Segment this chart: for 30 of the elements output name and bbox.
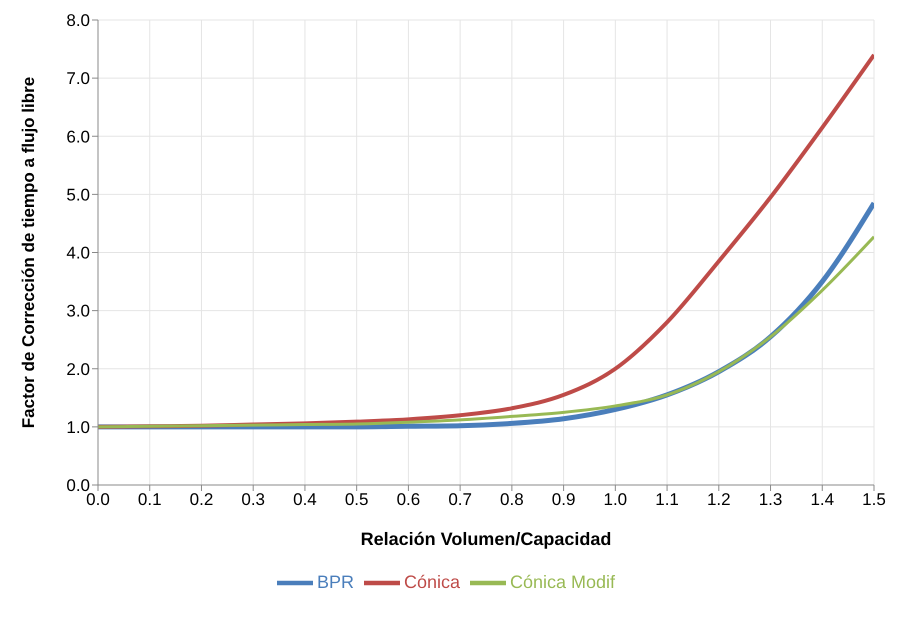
line-series: [98, 235, 874, 428]
x-tick-label: 0.5: [344, 490, 368, 510]
legend-label: BPR: [316, 572, 354, 592]
legend-label: Cónica Modif: [510, 572, 616, 592]
x-tick-label: 0.0: [86, 490, 110, 510]
y-tick-label: 2.0: [66, 360, 90, 379]
x-tick-label: 1.5: [862, 490, 886, 510]
y-tick-label: 3.0: [66, 302, 90, 321]
x-tick-label: 0.8: [500, 490, 524, 510]
x-tick-label: 1.1: [655, 490, 679, 510]
x-tick-label: 1.3: [758, 490, 782, 510]
x-tick-label: 0.1: [138, 490, 162, 510]
y-tick-label: 6.0: [66, 127, 90, 146]
y-tick-label: 5.0: [66, 185, 90, 204]
legend-label: Cónica: [404, 572, 460, 592]
y-axis-title: Factor de Corrección de tiempo a flujo libre: [19, 76, 38, 428]
x-tick-label: 0.9: [552, 490, 576, 510]
y-tick-label: 4.0: [66, 244, 90, 263]
y-tick-label: 8.0: [66, 11, 90, 30]
x-tick-label: 0.7: [448, 490, 472, 510]
x-tick-label: 0.6: [396, 490, 420, 510]
y-tick-label: 1.0: [66, 418, 90, 437]
x-tick-label: 0.2: [190, 490, 214, 510]
x-tick-label: 1.4: [810, 490, 834, 510]
x-tick-label: 1.0: [604, 490, 628, 510]
x-tick-label: 0.3: [241, 490, 266, 510]
x-tick-label: 0.4: [293, 490, 317, 510]
x-axis-title: Relación Volumen/Capacidad: [360, 529, 612, 549]
x-tick-label: 1.2: [706, 490, 731, 510]
y-tick-label: 7.0: [66, 69, 90, 88]
